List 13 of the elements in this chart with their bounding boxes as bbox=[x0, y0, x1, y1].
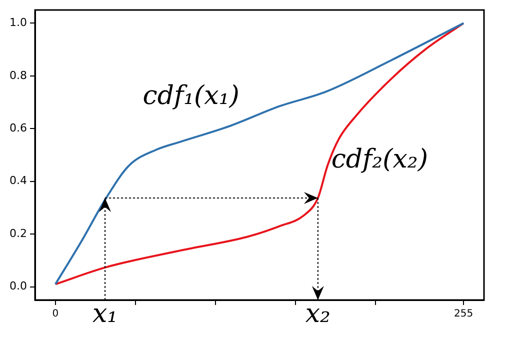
annotation: cdf₂(x₂) bbox=[331, 144, 428, 175]
x-tick-label: 255 bbox=[454, 308, 474, 320]
y-tick-label: 1.0 bbox=[10, 16, 27, 30]
annotation: cdf₁(x₁) bbox=[142, 80, 240, 111]
y-tick-label: 0.0 bbox=[10, 280, 27, 293]
annotation: x₁ bbox=[92, 298, 118, 329]
x-tick-label: 0 bbox=[52, 308, 59, 320]
y-tick-label: 0.6 bbox=[10, 121, 27, 134]
y-tick-label: 0.4 bbox=[10, 174, 27, 188]
y-tick-label: 0.2 bbox=[10, 226, 27, 240]
annotation: x₂ bbox=[305, 298, 330, 329]
y-tick-label: 0.8 bbox=[10, 68, 27, 82]
line-series bbox=[54, 22, 465, 286]
